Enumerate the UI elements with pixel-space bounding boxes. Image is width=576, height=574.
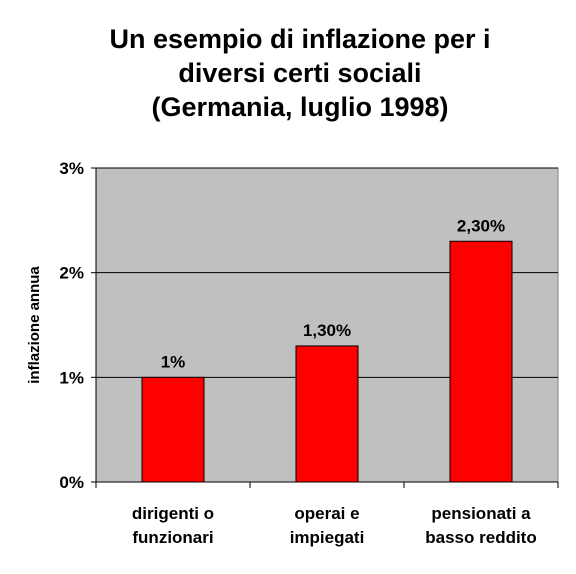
axes [91,167,559,488]
bars [141,240,513,483]
data-labels: 1% 1,30% 2,30% [161,216,505,371]
y-tick-label-2: 2% [59,264,84,283]
data-label-2: 2,30% [457,216,505,235]
y-tick-labels: 0% 1% 2% 3% [59,159,84,492]
x-tick-labels: dirigenti o funzionari operai e impiegati pe… [132,504,537,547]
chart-title: Un esempio di inflazione per i diversi c… [109,24,491,122]
y-tick-label-0: 0% [59,473,84,492]
data-label-1: 1,30% [303,321,351,340]
y-tick-label-3: 3% [59,159,84,178]
bar-2 [449,240,513,483]
bar-1 [295,345,359,483]
bar-0 [141,376,205,483]
data-label-0: 1% [161,352,186,371]
y-tick-label-1: 1% [59,368,84,387]
x-tick-label-1: operai e impiegati [290,504,365,547]
x-tick-label-2: pensionati a basso reddito [425,504,536,547]
x-tick-label-0: dirigenti o funzionari [132,504,214,547]
y-axis-title: inflazione annua [26,266,43,384]
